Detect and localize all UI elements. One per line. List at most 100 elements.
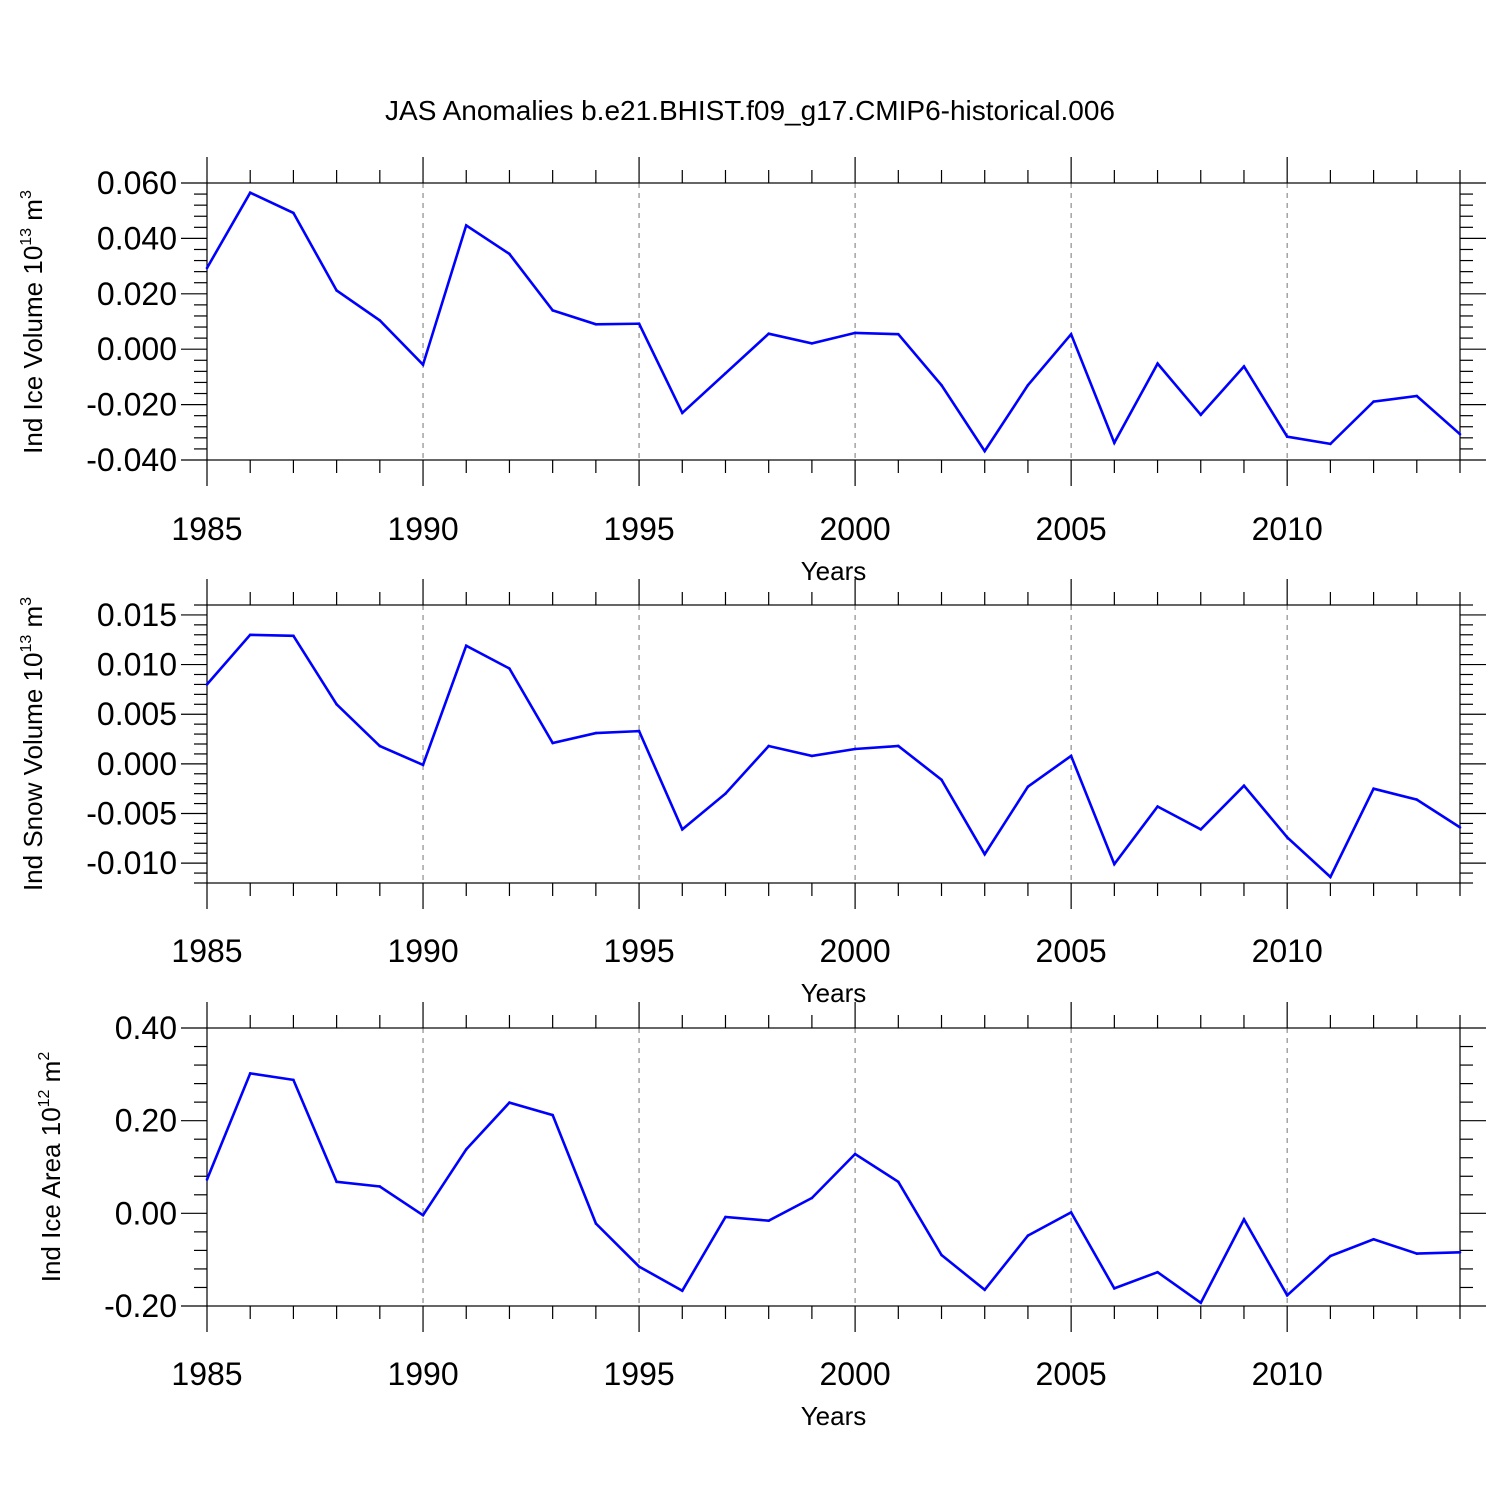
data-point	[897, 744, 900, 748]
data-point	[594, 731, 598, 735]
data-point	[983, 449, 987, 453]
y-tick-label: -0.005	[86, 796, 177, 832]
x-tick-label: 2000	[820, 1356, 891, 1392]
y-tick-label: 0.000	[97, 746, 177, 782]
data-point	[1199, 1301, 1203, 1305]
data-point	[464, 1148, 468, 1151]
data-point	[897, 1180, 900, 1184]
y-tick-label: 0.20	[115, 1103, 177, 1139]
y-tick-label: -0.040	[86, 442, 177, 478]
y-axis-label-unit-exponent: 3	[18, 190, 35, 199]
x-tick-label: 2000	[820, 933, 891, 969]
y-axis-label: Ind Snow Volume 1013 m3	[18, 597, 48, 891]
data-point	[1156, 1270, 1159, 1274]
y-tick-label: -0.20	[104, 1288, 177, 1324]
y-tick-label: 0.005	[97, 696, 177, 732]
data-point	[1069, 754, 1073, 758]
data-point	[637, 729, 641, 733]
data-point	[508, 1101, 511, 1104]
panel-3: -0.20 0.00 0.20 0.40 1985 1990 1995 2000 2005 201…	[36, 1002, 1486, 1431]
data-point	[1199, 413, 1203, 417]
data-point	[248, 191, 252, 194]
plot-frame	[206, 182, 1461, 461]
panel-1: -0.040 -0.020 0.000 0.020 0.040 0.060 1985 1990…	[18, 157, 1486, 586]
x-tick-label: 2005	[1036, 1356, 1107, 1392]
y-axis-label-exponent: 13	[18, 228, 35, 246]
data-point	[680, 411, 684, 415]
y-axis-label-unit: m	[36, 1061, 66, 1090]
data-point	[1458, 432, 1462, 436]
y-tick-label: 0.015	[97, 597, 177, 633]
data-point	[335, 702, 338, 706]
figure-title: JAS Anomalies b.e21.BHIST.f09_g17.CMIP6-…	[385, 95, 1115, 126]
y-tick-label: 0.040	[97, 220, 177, 256]
x-tick-label: 1985	[171, 933, 242, 969]
data-point	[205, 1178, 209, 1181]
data-point	[1026, 785, 1030, 788]
data-point	[1113, 1287, 1116, 1290]
x-tick-label: 2010	[1252, 933, 1323, 969]
y-tick-label: 0.000	[97, 331, 177, 367]
x-axis-label: Years	[801, 978, 867, 1008]
y-axis-label-text: Ind Snow Volume 10	[18, 653, 48, 892]
data-point	[378, 1185, 382, 1188]
data-point	[810, 1196, 814, 1200]
data-point	[464, 224, 468, 227]
data-point	[1458, 826, 1462, 829]
data-point	[983, 852, 987, 856]
y-axis-label-unit-exponent: 3	[18, 597, 35, 606]
data-point	[421, 1213, 425, 1217]
data-point	[205, 266, 209, 270]
y-tick-label: -0.010	[86, 845, 177, 881]
series-line	[205, 191, 1461, 454]
data-point	[421, 763, 425, 767]
data-point	[1329, 442, 1332, 446]
data-point	[680, 1289, 684, 1293]
x-tick-label: 2005	[1036, 511, 1107, 547]
data-point	[1242, 1218, 1246, 1221]
x-tick-label: 1990	[387, 933, 458, 969]
y-axis-label-exponent: 13	[18, 635, 35, 653]
data-point	[1026, 383, 1030, 387]
data-point	[551, 741, 554, 745]
data-point	[1285, 1294, 1289, 1297]
x-tick-label: 1995	[603, 1356, 674, 1392]
data-point	[810, 754, 814, 758]
y-axis-label: Ind Ice Area 1012 m2	[36, 1052, 66, 1283]
y-axis-label-unit: m	[18, 199, 48, 228]
data-point	[1415, 394, 1419, 398]
x-tick-label: 1995	[603, 933, 674, 969]
x-tick-label: 1985	[171, 511, 242, 547]
data-point	[767, 744, 770, 748]
data-point	[940, 383, 943, 387]
y-tick-label: 0.060	[97, 165, 177, 201]
x-tick-label: 2010	[1252, 1356, 1323, 1392]
data-point	[1285, 836, 1289, 839]
x-tick-label: 1995	[603, 511, 674, 547]
y-axis-label-text: Ind Ice Area 10	[36, 1107, 66, 1282]
data-point	[1285, 435, 1289, 439]
series-line	[205, 1071, 1461, 1305]
data-point	[508, 667, 511, 670]
series-line	[206, 633, 1461, 880]
data-point	[551, 309, 554, 312]
y-axis-label-unit-exponent: 2	[36, 1052, 53, 1061]
data-point	[810, 342, 814, 345]
y-tick-label: 0.00	[115, 1195, 177, 1231]
data-point	[1069, 1211, 1073, 1214]
data-point	[292, 634, 295, 638]
data-point	[983, 1288, 987, 1292]
data-point	[378, 744, 382, 748]
data-point	[464, 644, 468, 648]
y-axis-label-exponent: 12	[36, 1089, 53, 1107]
data-point	[292, 1078, 295, 1082]
data-point	[594, 322, 598, 326]
data-point	[897, 332, 900, 336]
data-point	[940, 1253, 943, 1257]
data-point	[637, 322, 641, 326]
panels: -0.040 -0.020 0.000 0.020 0.040 0.060 1985 1990…	[18, 157, 1486, 1431]
data-point	[1199, 828, 1203, 831]
data-point	[1329, 875, 1332, 879]
data-point	[853, 747, 857, 751]
y-axis-label-text: Ind Ice Volume 10	[18, 246, 48, 454]
